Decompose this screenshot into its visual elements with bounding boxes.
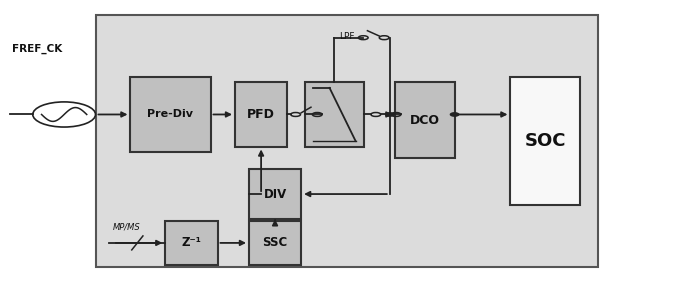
- Text: MP/MS: MP/MS: [113, 223, 141, 232]
- Bar: [395, 82, 454, 158]
- Bar: [165, 221, 218, 265]
- Circle shape: [386, 113, 394, 116]
- Circle shape: [450, 113, 459, 116]
- Bar: [130, 77, 211, 152]
- Bar: [510, 77, 580, 205]
- Text: FREF_CK: FREF_CK: [12, 44, 62, 54]
- Text: DCO: DCO: [410, 114, 440, 127]
- Bar: [249, 169, 301, 219]
- Text: DIV: DIV: [263, 188, 287, 201]
- Bar: [235, 82, 287, 147]
- Text: LPF: LPF: [339, 32, 354, 41]
- Bar: [304, 82, 364, 147]
- Text: Pre-Div: Pre-Div: [148, 109, 193, 120]
- Text: SSC: SSC: [262, 236, 288, 249]
- Text: PFD: PFD: [247, 108, 275, 121]
- Bar: [95, 15, 598, 267]
- Text: SOC: SOC: [524, 132, 566, 150]
- Text: Z⁻¹: Z⁻¹: [181, 236, 202, 249]
- Bar: [249, 221, 301, 265]
